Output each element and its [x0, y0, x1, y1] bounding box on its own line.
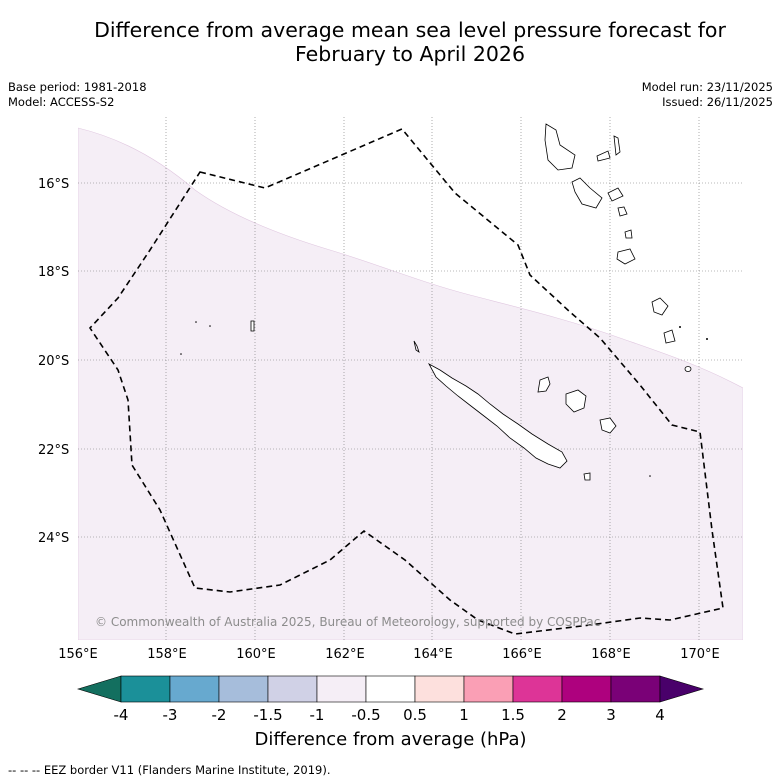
colorbar-swatch [610, 675, 661, 703]
colorbar [76, 675, 705, 703]
reef-4 [180, 353, 182, 355]
eez-footnote: -- -- -- EEZ border V11 (Flanders Marine… [8, 763, 331, 777]
model-name: Model: ACCESS-S2 [8, 95, 115, 109]
colorbar-label: 1 [459, 706, 469, 724]
lat-label: 18°S [38, 265, 69, 280]
lon-label: 162°E [325, 647, 365, 662]
reef-1 [250, 320, 255, 332]
erromango-island [616, 248, 636, 265]
efate-island [624, 229, 633, 239]
vanuatu-island-3 [613, 135, 621, 156]
reef-3 [209, 325, 211, 327]
tanna-island [651, 297, 669, 316]
lon-label: 170°E [680, 647, 720, 662]
colorbar-label: 4 [655, 706, 665, 724]
colorbar-swatch [365, 675, 416, 703]
colorbar-title: Difference from average (hPa) [254, 729, 527, 750]
lon-label: 156°E [58, 647, 98, 662]
colorbar-low-extension [76, 675, 122, 703]
vanuatu-island-5 [607, 187, 624, 202]
colorbar-label: -1.5 [253, 706, 282, 724]
lon-label: 164°E [413, 647, 453, 662]
espiritu-santo-island [544, 123, 576, 171]
meta-right: Model run: 23/11/2025 Issued: 26/11/2025 [642, 80, 773, 110]
longitude-labels: 156°E 158°E 160°E 162°E 164°E 166°E 168°… [58, 647, 720, 662]
colorbar-swatch [512, 675, 563, 703]
colorbar-label: -0.5 [351, 706, 380, 724]
vanuatu-island-6 [617, 206, 628, 217]
colorbar-swatch [267, 675, 318, 703]
colorbar-label: 0.5 [403, 706, 427, 724]
new-caledonia-island [428, 363, 568, 469]
colorbar-label: 1.5 [501, 706, 525, 724]
colorbar-swatch [120, 675, 171, 703]
colorbar-label: -1 [310, 706, 325, 724]
reef-2 [195, 321, 197, 323]
lat-label: 24°S [38, 531, 69, 546]
lon-label: 166°E [502, 647, 542, 662]
aneityum-island [663, 329, 676, 344]
lat-label: 20°S [38, 354, 69, 369]
colorbar-swatch [414, 675, 465, 703]
eez-border [88, 128, 724, 635]
lifou-island [565, 389, 587, 413]
mare-island [599, 417, 617, 434]
map-title: Difference from average mean sea level p… [0, 18, 781, 66]
model-run: Model run: 23/11/2025 [641, 80, 773, 94]
colorbar-label: -2 [212, 706, 227, 724]
graticule [78, 117, 743, 640]
lon-label: 160°E [236, 647, 276, 662]
issued-date: Issued: 26/11/2025 [662, 95, 773, 109]
lon-label: 158°E [147, 647, 187, 662]
colorbar-swatch [463, 675, 514, 703]
latitude-labels: 16°S 18°S 20°S 22°S 24°S [38, 177, 69, 546]
matthew-island [684, 366, 692, 372]
pressure-anomaly-region [78, 127, 743, 640]
meta-left: Base period: 1981-2018 Model: ACCESS-S2 [8, 80, 147, 110]
lon-label: 168°E [591, 647, 631, 662]
colorbar-swatch [561, 675, 612, 703]
reef-6 [706, 338, 708, 340]
colorbar-label: 3 [606, 706, 616, 724]
colorbar-label: -3 [163, 706, 178, 724]
colorbar-high-extension [659, 675, 705, 703]
base-period: Base period: 1981-2018 [8, 80, 147, 94]
lat-label: 22°S [38, 443, 69, 458]
copyright-notice: © Commonwealth of Australia 2025, Bureau… [95, 615, 600, 629]
lat-label: 16°S [38, 177, 69, 192]
belep-island [413, 340, 420, 353]
colorbar-swatch [218, 675, 269, 703]
reef-7 [679, 326, 681, 328]
isle-of-pines [583, 472, 591, 481]
colorbar-label: 2 [557, 706, 567, 724]
reef-5 [649, 475, 651, 477]
vanuatu-island-2 [596, 150, 611, 162]
colorbar-swatch [169, 675, 220, 703]
malekula-island [571, 177, 603, 209]
ouvea-island [537, 376, 551, 393]
colorbar-label: -4 [114, 706, 129, 724]
colorbar-labels: -4 -3 -2 -1.5 -1 -0.5 0.5 1 1.5 2 3 4 [114, 706, 665, 724]
title-line-1: Difference from average mean sea level p… [94, 18, 726, 42]
colorbar-swatch [316, 675, 367, 703]
title-line-2: February to April 2026 [295, 42, 525, 66]
